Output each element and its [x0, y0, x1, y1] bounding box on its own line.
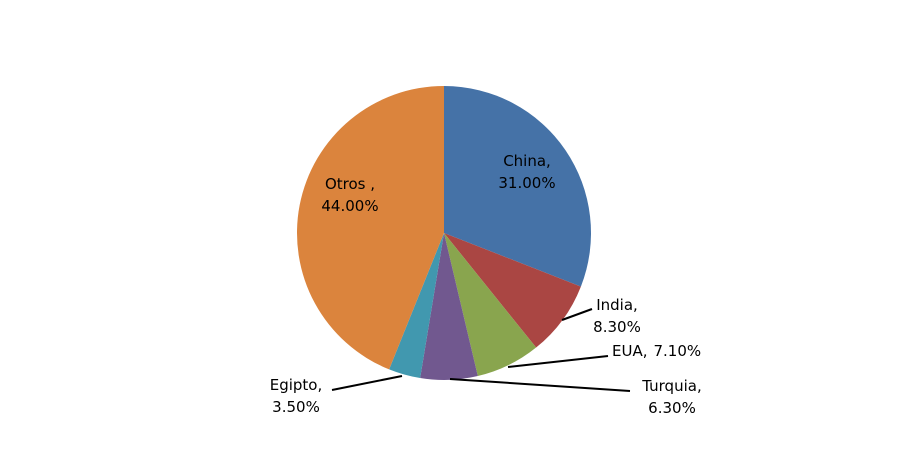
- data-label: Otros , 44.00%: [321, 175, 378, 215]
- category-label: China,: [503, 152, 551, 170]
- data-label: Egipto, 3.50%: [270, 376, 323, 416]
- category-label: India,: [596, 296, 638, 314]
- data-label: India, 8.30%: [593, 296, 641, 336]
- pie-slice: [444, 86, 591, 287]
- data-label: EUA, 7.10%: [612, 342, 701, 360]
- value-label: 44.00%: [321, 197, 378, 215]
- pie-slice: [389, 233, 444, 379]
- category-label: EUA,: [612, 342, 648, 360]
- leader-line: [331, 375, 403, 391]
- value-label: 7.10%: [654, 342, 702, 360]
- pie-slice: [444, 233, 537, 377]
- data-label: China, 31.00%: [498, 152, 555, 192]
- leader-line: [449, 378, 631, 392]
- pie-slice: [444, 233, 581, 348]
- leader-line: [561, 308, 593, 321]
- category-label: Otros ,: [325, 175, 375, 193]
- category-label: Egipto,: [270, 376, 323, 394]
- value-label: 3.50%: [272, 398, 320, 416]
- value-label: 31.00%: [498, 174, 555, 192]
- leader-line: [507, 355, 609, 368]
- data-label: Turquia, 6.30%: [641, 377, 701, 417]
- pie-slice: [420, 233, 478, 380]
- value-label: 8.30%: [593, 318, 641, 336]
- value-label: 6.30%: [648, 399, 696, 417]
- pie-slice: [297, 86, 444, 370]
- category-label: Turquia,: [641, 377, 701, 395]
